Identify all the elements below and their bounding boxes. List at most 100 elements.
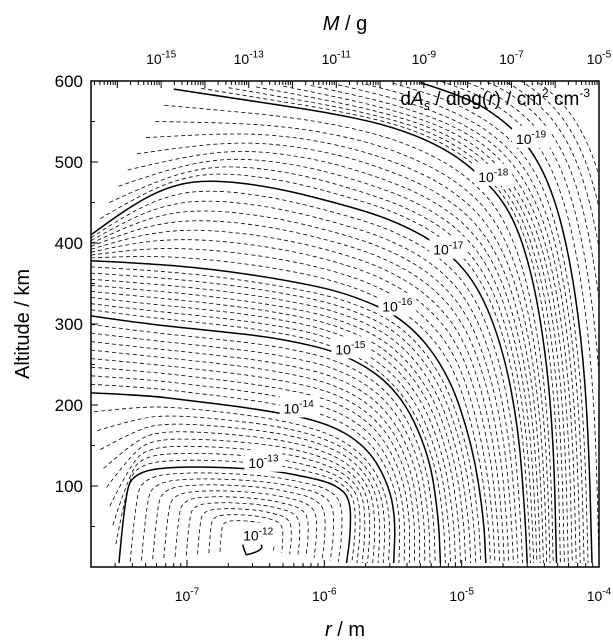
sub-contour-line bbox=[109, 445, 366, 564]
contour-label: 10-15 bbox=[335, 340, 366, 357]
y-tick-label: 100 bbox=[55, 477, 83, 496]
annotation-sup-2: 2 bbox=[542, 86, 549, 100]
x-tick-label: 10-6 bbox=[312, 587, 337, 604]
contour-label-bg bbox=[512, 125, 551, 148]
x-axis-unit: / m bbox=[332, 619, 365, 641]
contour-labels: 10-12 10-13 10-14 10-15 10-16 10-17 10-18 10-19 bbox=[239, 125, 551, 545]
contour-label: 10-12 bbox=[243, 526, 274, 543]
contour-label-bg bbox=[331, 336, 370, 359]
sub-contour-line bbox=[118, 158, 538, 564]
sub-contour-line bbox=[106, 438, 371, 564]
sub-contour-line bbox=[174, 496, 309, 557]
annotation-unit: ) / cm bbox=[495, 89, 543, 110]
sub-contour-line bbox=[155, 121, 551, 564]
contour-label: 10-18 bbox=[478, 168, 509, 185]
contour-label: 10-19 bbox=[516, 129, 547, 146]
sub-contour-line bbox=[201, 88, 561, 564]
x2-tick-label: 10-9 bbox=[412, 50, 437, 67]
annotation-d: d bbox=[400, 89, 411, 110]
contour-label-bg bbox=[378, 293, 417, 316]
sub-contour-line bbox=[438, 81, 599, 558]
sub-contour-line bbox=[136, 142, 544, 564]
annotation-cm: cm bbox=[549, 89, 580, 110]
y-tick-label: 500 bbox=[55, 153, 83, 172]
x2-axis-unit: / g bbox=[339, 13, 367, 35]
y-tick-label: 300 bbox=[55, 315, 83, 334]
annotation-sub-s: s bbox=[424, 98, 431, 113]
sub-contour-line bbox=[392, 82, 589, 564]
x2-tick-label: 10-13 bbox=[234, 50, 265, 67]
contour-label-bg bbox=[279, 395, 318, 418]
sub-contour-line bbox=[94, 406, 391, 564]
sub-contour-line bbox=[91, 383, 401, 564]
contour-label-bg bbox=[244, 449, 283, 472]
sub-contour-line bbox=[152, 484, 326, 560]
sub-contour-line bbox=[228, 87, 565, 564]
sub-contour-line bbox=[91, 324, 436, 564]
sub-contour-line bbox=[91, 284, 466, 564]
sub-contour-line bbox=[91, 272, 477, 564]
sub-contour-line bbox=[91, 366, 411, 564]
sub-contour-line bbox=[91, 200, 519, 564]
sub-contour-line bbox=[503, 81, 599, 250]
y-axis-ticks: 100 200 300 400 500 600 bbox=[55, 72, 98, 568]
x-tick-label: 10-7 bbox=[175, 587, 200, 604]
x-tick-label: 10-4 bbox=[587, 587, 612, 604]
annotation-r: r bbox=[488, 89, 495, 110]
sub-contour-line bbox=[91, 239, 500, 564]
sub-contour-line bbox=[109, 166, 535, 564]
sub-contour-line bbox=[91, 229, 505, 564]
sub-contour-line bbox=[115, 459, 356, 564]
sub-contour-line bbox=[283, 85, 573, 564]
x2-axis-label: M / g bbox=[323, 13, 367, 35]
contour-line bbox=[118, 466, 352, 564]
y-tick-label: 400 bbox=[55, 234, 83, 253]
sub-contour-line bbox=[91, 375, 406, 564]
annotation-mid: / dlog( bbox=[430, 89, 489, 110]
sub-contour-line bbox=[141, 478, 335, 561]
annotation-label: dAs / dlog(r) / cm2 cm-3 bbox=[400, 86, 590, 113]
y-axis-label: Altitude / km bbox=[12, 269, 34, 379]
sub-contour-line bbox=[112, 452, 361, 564]
contour-line bbox=[420, 81, 593, 564]
sub-contour-line bbox=[91, 266, 482, 564]
sub-contour-line bbox=[208, 514, 284, 554]
sub-contour-line bbox=[99, 173, 531, 564]
sub-contour-line bbox=[91, 341, 426, 564]
sub-contour-line bbox=[483, 81, 599, 303]
sub-contour-line bbox=[100, 423, 381, 564]
sub-contour-line bbox=[91, 349, 420, 563]
contour-label: 10-13 bbox=[248, 453, 279, 470]
x2-tick-label: 10-5 bbox=[587, 50, 612, 67]
x-axis-ticks: 10-7 10-6 10-5 10-4 bbox=[90, 560, 612, 604]
x-axis-var: r bbox=[325, 619, 333, 641]
sub-contour-line bbox=[129, 472, 343, 562]
x2-tick-label: 10-15 bbox=[146, 50, 177, 67]
sub-contour-line bbox=[91, 248, 496, 564]
sub-contour-line bbox=[91, 278, 472, 564]
sub-contour-line bbox=[163, 490, 318, 559]
x2-axis-ticks: 10-15 10-13 10-11 10-9 10-7 10-5 bbox=[93, 50, 612, 88]
sub-contour-line bbox=[91, 220, 510, 564]
contour-line bbox=[91, 260, 487, 564]
sub-contour-line bbox=[103, 431, 376, 564]
x2-tick-label: 10-11 bbox=[322, 50, 352, 67]
sub-contour-line bbox=[146, 133, 548, 564]
annotation-sup-minus3: -3 bbox=[579, 86, 590, 100]
contour-label-bg bbox=[239, 522, 278, 545]
sub-contour-line bbox=[365, 83, 585, 564]
sub-contour-line bbox=[127, 151, 541, 564]
contour-label: 10-16 bbox=[382, 297, 413, 314]
contour-line bbox=[91, 392, 396, 564]
contour-label-bg bbox=[429, 236, 468, 259]
sub-contour-line bbox=[461, 81, 599, 381]
sub-contour-line bbox=[197, 508, 292, 555]
x-tick-label: 10-5 bbox=[449, 587, 474, 604]
sub-contour-line bbox=[255, 86, 569, 564]
sub-contour-line bbox=[91, 332, 431, 564]
contour-label-bg bbox=[474, 163, 513, 186]
sub-contour-line bbox=[164, 104, 554, 564]
y-tick-label: 600 bbox=[55, 72, 83, 91]
sub-contour-line bbox=[91, 303, 451, 564]
